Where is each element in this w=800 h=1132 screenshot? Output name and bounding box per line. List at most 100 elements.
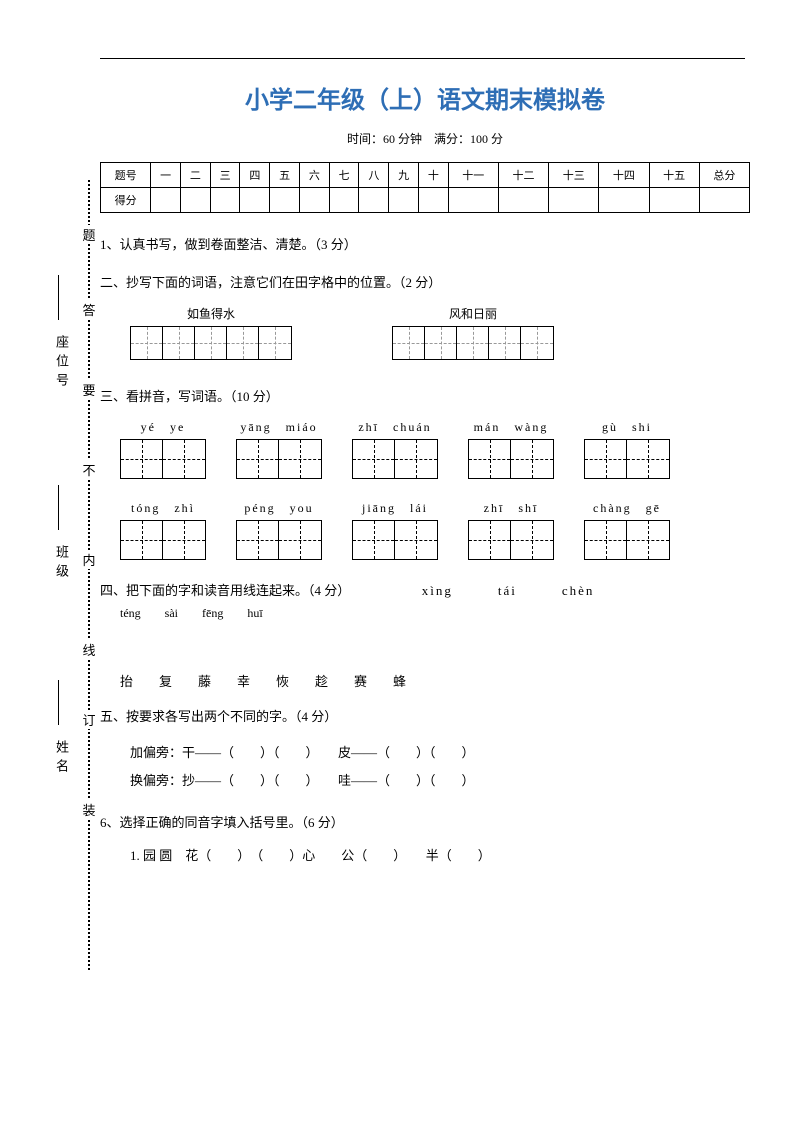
q5-line1: 加偏旁：干——（ ）（ ） 皮——（ ）（ ）	[130, 739, 750, 768]
score-header-cell: 七	[329, 163, 359, 188]
q4-chars: 抬 复 藤 幸 恢 趁 赛 蜂	[120, 671, 750, 690]
label-seat: 座位号	[52, 335, 71, 392]
q3-title: 三、看拼音，写词语。（10 分）	[100, 385, 750, 408]
char-grid	[468, 439, 554, 479]
score-cell	[498, 188, 548, 213]
binding-char: 答	[82, 300, 96, 319]
q6-line1: 1. 园 圆 花（ ） （ ）心 公（ ） 半（ ）	[130, 844, 750, 867]
label-name: 姓名	[52, 740, 71, 778]
char-grid	[584, 520, 670, 560]
char-grid	[584, 439, 670, 479]
char-grid	[236, 439, 322, 479]
char-grid	[352, 439, 438, 479]
score-header-cell: 一	[151, 163, 181, 188]
score-header-cell: 九	[389, 163, 419, 188]
pinyin-label: chàng gē	[593, 499, 661, 516]
q2-title: 二、抄写下面的词语，注意它们在田字格中的位置。（2 分）	[100, 271, 750, 294]
score-cell: 得分	[101, 188, 151, 213]
score-header-cell: 二	[180, 163, 210, 188]
tian-cell	[259, 327, 291, 359]
score-header-cell: 题号	[101, 163, 151, 188]
tian-cell	[457, 327, 489, 359]
score-header-cell: 十四	[599, 163, 649, 188]
char-grid	[120, 439, 206, 479]
q3-row2: tóng zhì péng you jiāng lái zhī shī chàng gē	[120, 499, 750, 560]
score-header-cell: 总分	[699, 163, 749, 188]
line-seat	[58, 275, 59, 320]
q6-title: 6、选择正确的同音字填入括号里。（6 分）	[100, 811, 750, 834]
line-name	[58, 680, 59, 725]
binding-char: 题	[82, 225, 96, 244]
line-class	[58, 485, 59, 530]
binding-char: 内	[82, 550, 96, 569]
score-header-cell: 十三	[549, 163, 599, 188]
binding-char: 要	[82, 380, 96, 399]
score-header-cell: 十五	[649, 163, 699, 188]
char-grid	[352, 520, 438, 560]
binding-char: 线	[82, 640, 96, 659]
char-grid	[120, 520, 206, 560]
score-cell	[299, 188, 329, 213]
tian-cell	[163, 327, 195, 359]
pinyin-label: mán wàng	[474, 418, 549, 435]
score-header-cell: 八	[359, 163, 389, 188]
score-header-cell: 六	[299, 163, 329, 188]
top-rule	[100, 58, 745, 59]
score-header-cell: 四	[240, 163, 270, 188]
binding-strip: 题答要不内线订装 姓名 班级 座位号	[52, 180, 92, 970]
score-cell	[329, 188, 359, 213]
q4-pinyin-b: téng sài fēng huī	[120, 604, 750, 621]
score-cell	[180, 188, 210, 213]
score-table: 题号一二三四五六七八九十十一十二十三十四十五总分 得分	[100, 162, 750, 213]
binding-char: 不	[82, 460, 96, 479]
score-cell	[389, 188, 419, 213]
pinyin-label: zhī shī	[484, 499, 539, 516]
score-header-cell: 十	[418, 163, 448, 188]
score-cell	[270, 188, 300, 213]
tian-cell	[131, 327, 163, 359]
tian-cell	[195, 327, 227, 359]
binding-char: 装	[82, 800, 96, 819]
q5-line2: 换偏旁：抄——（ ）（ ） 哇——（ ）（ ）	[130, 767, 750, 796]
q2-word2: 风和日丽	[449, 305, 497, 322]
q2-word1: 如鱼得水	[187, 305, 235, 322]
tian-cell	[393, 327, 425, 359]
pinyin-label: jiāng lái	[362, 499, 428, 516]
pinyin-label: péng you	[244, 499, 313, 516]
binding-char: 订	[82, 710, 96, 729]
score-cell	[699, 188, 749, 213]
pinyin-label: zhī chuán	[358, 418, 431, 435]
tian-cell	[521, 327, 553, 359]
exam-title: 小学二年级（上）语文期末模拟卷	[100, 80, 750, 115]
score-header-cell: 三	[210, 163, 240, 188]
score-header-cell: 十一	[448, 163, 498, 188]
pinyin-label: gù shi	[602, 418, 652, 435]
score-cell	[240, 188, 270, 213]
score-cell	[210, 188, 240, 213]
q2-grids: 如鱼得水 风和日丽	[130, 305, 750, 360]
score-cell	[359, 188, 389, 213]
tian-cell	[489, 327, 521, 359]
score-cell	[418, 188, 448, 213]
char-grid	[236, 520, 322, 560]
score-cell	[649, 188, 699, 213]
q4-line: 四、把下面的字和读音用线连起来。（4 分） xìng tái chèn	[100, 580, 750, 599]
score-cell	[599, 188, 649, 213]
exam-subtitle: 时间：60 分钟 满分：100 分	[100, 130, 750, 147]
score-header-cell: 十二	[498, 163, 548, 188]
dotted-fold-line	[88, 180, 90, 970]
q3-row1: yé ye yāng miáo zhī chuán mán wàng gù shi	[120, 418, 750, 479]
char-grid	[468, 520, 554, 560]
pinyin-label: yāng miáo	[240, 418, 317, 435]
score-cell	[549, 188, 599, 213]
pinyin-label: tóng zhì	[131, 499, 195, 516]
tian-cell	[425, 327, 457, 359]
tian-cell	[227, 327, 259, 359]
score-cell	[448, 188, 498, 213]
pinyin-label: yé ye	[141, 418, 186, 435]
label-class: 班级	[52, 545, 71, 583]
score-header-cell: 五	[270, 163, 300, 188]
q5-title: 五、按要求各写出两个不同的字。（4 分）	[100, 705, 750, 728]
q1: 1、认真书写，做到卷面整洁、清楚。（3 分）	[100, 233, 750, 256]
score-cell	[151, 188, 181, 213]
